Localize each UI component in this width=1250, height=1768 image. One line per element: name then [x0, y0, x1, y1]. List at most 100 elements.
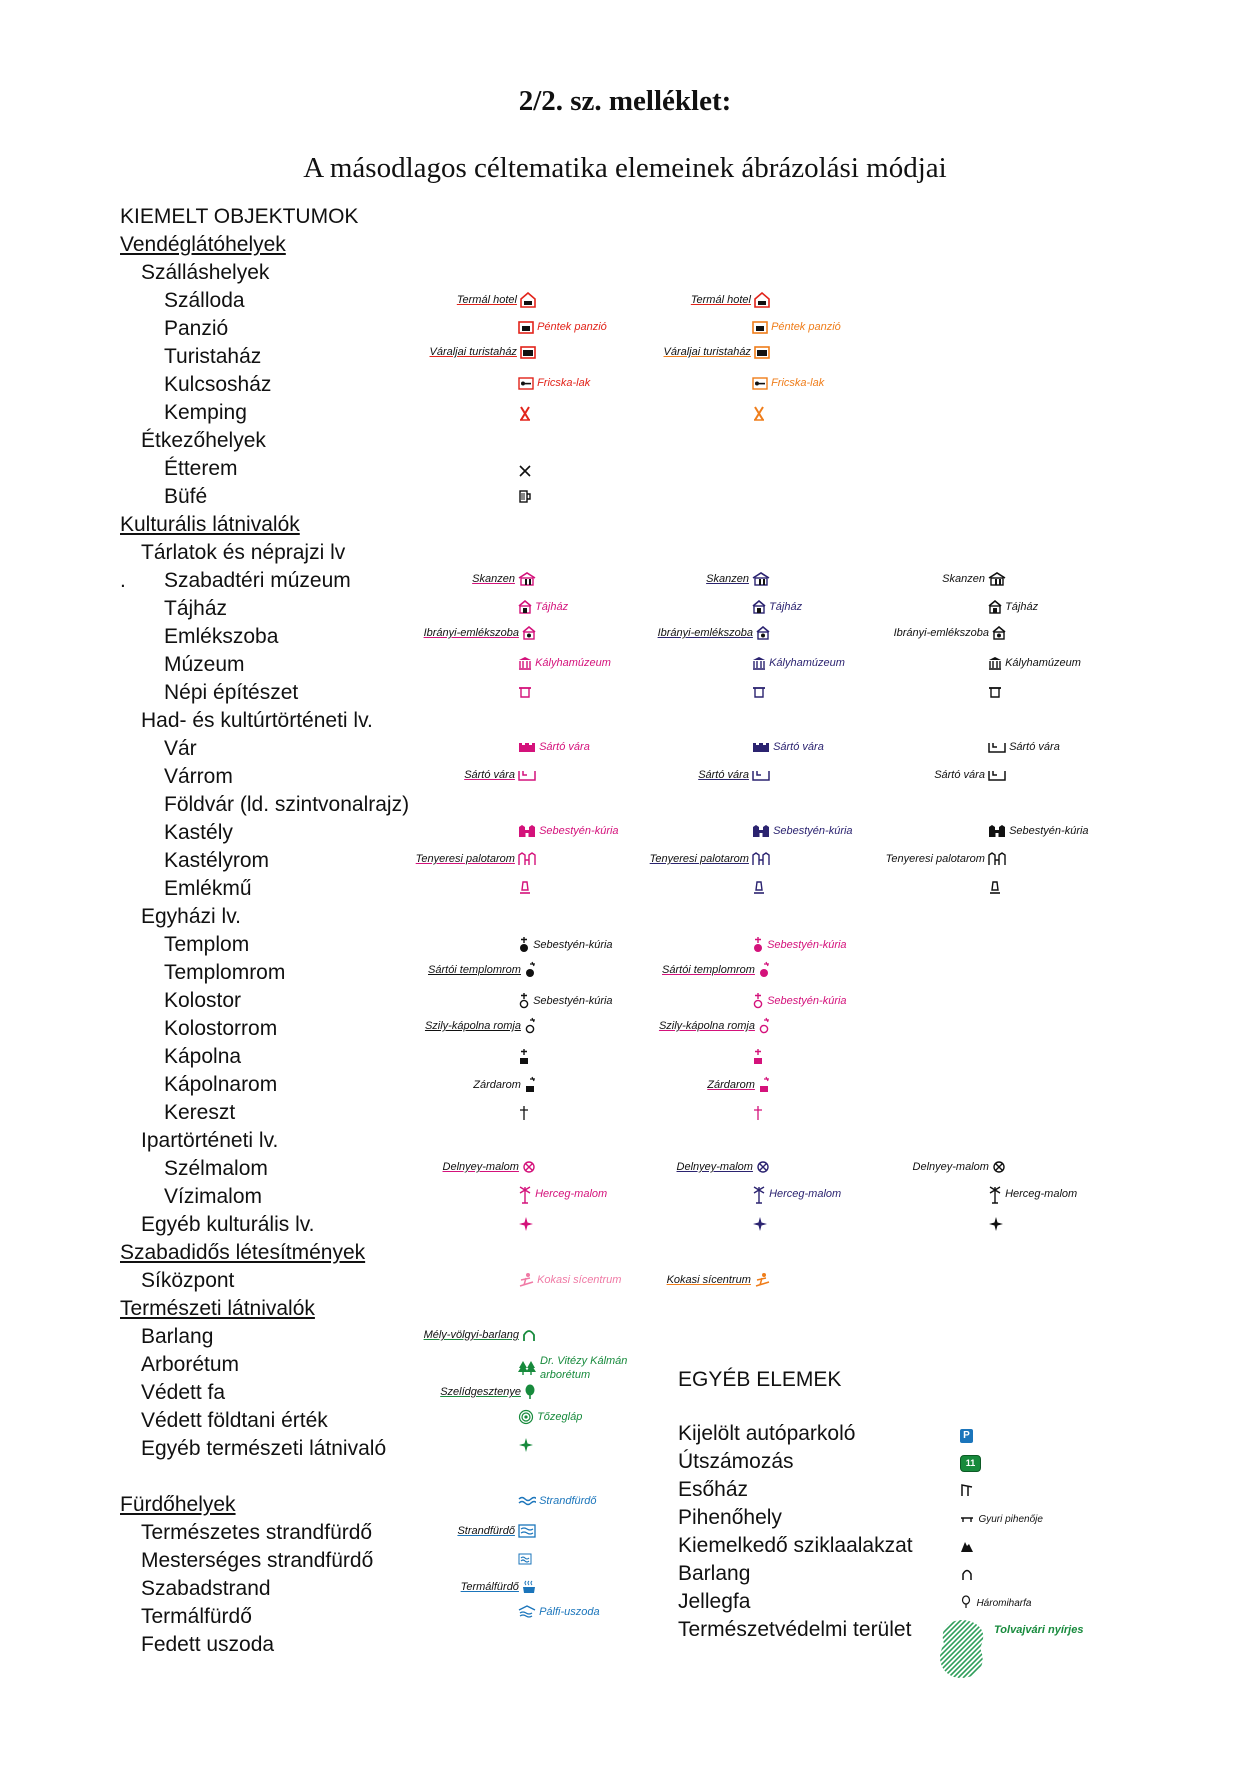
legend-label: Szabadidős létesítmények — [120, 1241, 366, 1264]
monastery-ruin-icon — [759, 1017, 769, 1034]
marker-label: Sebestyén-kúria — [533, 994, 613, 1007]
legend-label: Kápolnarom — [164, 1073, 278, 1096]
marker-label: Strandfürdő — [539, 1495, 597, 1507]
marker-label: Sártó vára — [539, 741, 590, 753]
legend-marker — [988, 880, 1002, 894]
marker-label: Váraljai turistaház — [429, 346, 517, 358]
legend-marker: Sártó vára — [464, 768, 536, 782]
geological-icon — [518, 1409, 534, 1425]
marker-label: Herceg-malom — [769, 1187, 842, 1200]
marker-label: Kályhamúzeum — [769, 657, 845, 669]
legend-marker: Szily-kápolna romja — [659, 1017, 770, 1035]
legend-marker: Herceg-malom — [752, 1184, 841, 1204]
legend-label: Síközpont — [141, 1269, 235, 1292]
legend-label: Védett fa — [141, 1381, 226, 1404]
legend-marker — [752, 1216, 768, 1232]
legend-label: Szabadtéri múzeum — [164, 569, 351, 592]
page-subtitle: A másodlagos céltematika elemeinek ábráz… — [303, 152, 947, 184]
marker-label: Háromiharfa — [976, 1598, 1032, 1609]
cutlery-icon — [519, 465, 531, 477]
legend-marker: Sártó vára — [752, 740, 824, 754]
legend-label: Szálloda — [164, 289, 245, 312]
legend-label: Fedett uszoda — [141, 1633, 275, 1656]
marker-label: Kokasi sícentrum — [537, 1273, 622, 1286]
parking-icon: P — [960, 1429, 973, 1443]
marker-label: Tájház — [769, 601, 803, 613]
legend-marker: Tenyeresi palotarom — [886, 852, 1006, 866]
key-house-icon — [518, 376, 534, 390]
legend-label: KIEMELT OBJEKTUMOK — [120, 205, 359, 228]
marker-label: Ibrányi-emlékszoba — [893, 627, 989, 639]
watermill-icon — [519, 1186, 531, 1204]
legend-marker: Mély-völgyi-barlang — [424, 1328, 536, 1342]
legend-marker: Tőzegláp — [518, 1409, 582, 1425]
marker-label: Sártó vára — [1009, 741, 1060, 753]
folk-building-icon — [519, 687, 531, 698]
legend-marker: Termál hotel — [457, 292, 536, 308]
legend-marker: Herceg-malom — [518, 1184, 607, 1204]
marker-label: Szily-kápolna romja — [658, 1019, 755, 1032]
marker-label: Szily-kápolna romja — [424, 1019, 521, 1032]
legend-label: Templom — [164, 933, 250, 956]
legend-label: Várrom — [164, 765, 233, 788]
watermill-icon — [753, 1186, 765, 1204]
other-elements-title: EGYÉB ELEMEK — [678, 1368, 842, 1391]
marker-label: Termál hotel — [690, 293, 751, 306]
marker-label: Kályhamúzeum — [1005, 657, 1081, 669]
marker-label: Strandfürdő — [457, 1525, 515, 1537]
marker-label: Váraljai turistaház — [663, 346, 751, 358]
legend-marker — [752, 1048, 764, 1066]
windmill-icon — [523, 1161, 535, 1173]
church-icon — [520, 937, 528, 952]
guesthouse-icon — [518, 321, 534, 334]
legend-marker: Kályhamúzeum — [988, 656, 1081, 670]
tourist-house-icon — [520, 346, 536, 359]
tourist-house-icon — [754, 346, 770, 359]
museum-icon — [753, 657, 765, 670]
marker-label: Pálfi-uszoda — [539, 1606, 600, 1618]
other-element-label: Jellegfa — [678, 1590, 751, 1613]
marker-label: Sebestyén-kúria — [539, 825, 619, 837]
legend-marker — [518, 404, 532, 422]
legend-marker: Tenyeresi palotarom — [650, 852, 770, 866]
chapel-icon — [520, 1049, 528, 1064]
legend-marker: Ibrányi-emlékszoba — [658, 626, 770, 640]
marker-label: Péntek panzió — [537, 321, 607, 333]
legend-label: Kolostor — [164, 989, 242, 1012]
museum-icon — [989, 657, 1001, 670]
cave-icon — [523, 1330, 535, 1342]
marker-label: Delnyey-malom — [676, 1161, 753, 1173]
legend-label: Természetes strandfürdő — [141, 1521, 373, 1544]
legend-marker: Skanzen — [706, 572, 770, 586]
marker-label: Sebestyén-kúria — [767, 938, 847, 951]
legend-marker: Termál hotel — [691, 292, 770, 308]
legend-marker: Skanzen — [942, 572, 1006, 586]
other-element-label: Kijelölt autóparkoló — [678, 1422, 856, 1445]
chapel-ruin-icon — [760, 1076, 769, 1092]
legend-label: Földvár (ld. szintvonalrajz) — [164, 793, 410, 816]
legend-marker: Sártó vára — [518, 740, 590, 754]
manor-icon — [989, 825, 1005, 838]
legend-marker: Delnyey-malom — [443, 1160, 536, 1174]
monastery-icon — [753, 993, 763, 1009]
legend-marker — [518, 488, 532, 504]
arboretum-icon — [518, 1361, 536, 1375]
monument-icon — [520, 881, 530, 894]
legend-label: Kereszt — [164, 1101, 236, 1124]
legend-label: Turistaház — [164, 345, 262, 368]
memorial-room-icon — [522, 626, 536, 640]
manor-ruin-icon — [988, 852, 1006, 866]
castle-icon — [753, 743, 769, 753]
waves-icon — [518, 1496, 536, 1506]
church-ruin-icon — [526, 961, 535, 977]
marker-label: Delnyey-malom — [442, 1161, 519, 1173]
marker-label: Sártó vára — [773, 741, 824, 753]
other-element-symbol: P — [960, 1425, 973, 1443]
legend-marker: Delnyey-malom — [913, 1160, 1006, 1174]
legend-label: Népi építészet — [164, 681, 299, 704]
legend-marker: Kokasi sícentrum — [667, 1272, 770, 1288]
legend-marker: Tájház — [752, 600, 802, 614]
legend-marker — [518, 1216, 534, 1232]
legend-label: Barlang — [141, 1325, 214, 1348]
legend-label: Kemping — [164, 401, 247, 424]
